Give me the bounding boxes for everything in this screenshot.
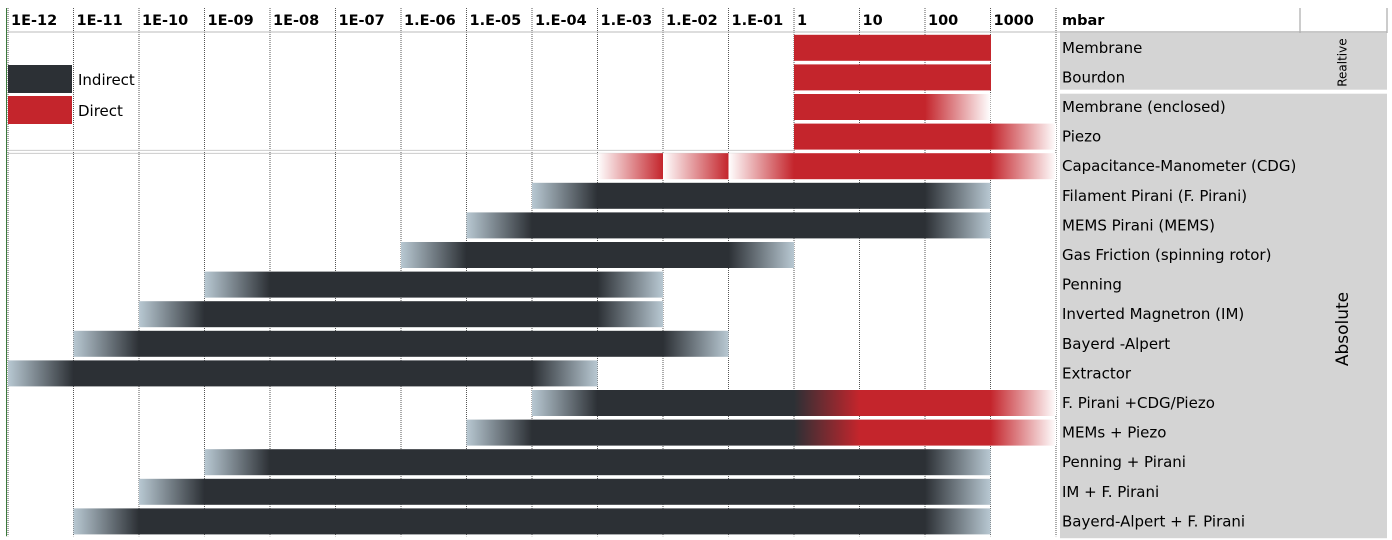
- bar-segment: [532, 182, 991, 209]
- bar-segment: [597, 153, 663, 180]
- gauge-label: IM + F. Pirani: [1062, 483, 1159, 501]
- bar-segment: [204, 449, 991, 476]
- group-labels: Realtive Absolute: [1333, 38, 1353, 366]
- tick-label: 1.E-04: [535, 13, 587, 29]
- bar-segment: [139, 301, 663, 328]
- gauge-labels: Membrane Bourdon Membrane (enclosed) Piezo C…: [1062, 39, 1296, 531]
- gauge-label: MEMS Pirani (MEMS): [1062, 216, 1215, 234]
- tick-label: 10: [863, 13, 883, 29]
- bar-segment: [794, 123, 1056, 150]
- tick-label: 1E-07: [339, 13, 385, 29]
- bar-segment: [794, 153, 1056, 180]
- gauge-label: Penning + Pirani: [1062, 453, 1186, 471]
- gauge-label: Capacitance-Manometer (CDG): [1062, 157, 1296, 175]
- tick-label: 1000: [994, 13, 1034, 29]
- gauge-label: Gas Friction (spinning rotor): [1062, 246, 1271, 264]
- bar-segment: [204, 271, 663, 298]
- gauge-label: Bourdon: [1062, 68, 1125, 86]
- tick-label: 1: [797, 13, 807, 29]
- legend-label: Indirect: [78, 71, 135, 89]
- header-row: 1E-12 1E-11 1E-10 1E-09 1E-08 1E-07 1.E-06 1.E-…: [11, 13, 1105, 29]
- tick-label: 1.E-02: [666, 13, 718, 29]
- gauge-label: F. Pirani +CDG/Piezo: [1062, 394, 1215, 412]
- tick-label: 1E-12: [11, 13, 57, 29]
- gauge-label: Inverted Magnetron (IM): [1062, 305, 1244, 323]
- tick-label: 1.E-01: [732, 13, 784, 29]
- bar-segment: [794, 34, 991, 61]
- bar-segment: [401, 242, 794, 268]
- bar-segment: [8, 360, 598, 387]
- gauge-label: Extractor: [1062, 364, 1132, 382]
- bar-segment: [794, 419, 860, 446]
- legend-item: Indirect: [8, 65, 135, 93]
- bar-segment: [73, 508, 991, 535]
- bar-segment: [728, 153, 794, 180]
- group-separator: [1060, 89, 1387, 94]
- bar-segment: [794, 94, 991, 120]
- bar-segment: [859, 390, 1056, 416]
- tick-label: 1.E-05: [470, 13, 522, 29]
- gauge-label: Piezo: [1062, 128, 1101, 146]
- tick-label: 100: [928, 13, 958, 29]
- unit-label: mbar: [1062, 13, 1105, 29]
- tick-label: 1E-11: [77, 13, 123, 29]
- group-label: Absolute: [1333, 292, 1353, 366]
- gauge-label: Bayerd -Alpert: [1062, 335, 1170, 353]
- tick-label: 1E-10: [142, 13, 188, 29]
- bar-segment: [532, 390, 795, 416]
- label-panel: [1060, 31, 1387, 539]
- legend-swatch: [8, 96, 72, 124]
- legend-label: Direct: [78, 102, 123, 120]
- bar-segment: [663, 153, 729, 180]
- legend-swatch: [8, 65, 72, 93]
- gauge-label: MEMs + Piezo: [1062, 424, 1166, 442]
- group-label: Realtive: [1336, 38, 1350, 86]
- bar-segment: [794, 64, 991, 91]
- gauge-label: Membrane: [1062, 39, 1142, 57]
- gauge-label: Membrane (enclosed): [1062, 98, 1226, 116]
- bar-segment: [466, 212, 991, 239]
- background-layer: [1060, 31, 1387, 539]
- bar-segment: [466, 419, 795, 446]
- bar-segment: [139, 478, 991, 505]
- bar-segment: [794, 390, 860, 416]
- bar-layer: [8, 34, 1056, 535]
- gauge-label: Bayerd-Alpert + F. Pirani: [1062, 512, 1245, 530]
- legend-item: Direct: [8, 96, 123, 124]
- tick-label: 1.E-03: [601, 13, 653, 29]
- gauge-label: Penning: [1062, 276, 1122, 294]
- tick-label: 1.E-06: [404, 13, 456, 29]
- gauge-label: Filament Pirani (F. Pirani): [1062, 187, 1247, 205]
- bar-segment: [73, 330, 729, 357]
- tick-label: 1E-09: [208, 13, 254, 29]
- bar-segment: [859, 419, 1056, 446]
- legend: Indirect Direct: [8, 65, 135, 124]
- tick-label: 1E-08: [273, 13, 319, 29]
